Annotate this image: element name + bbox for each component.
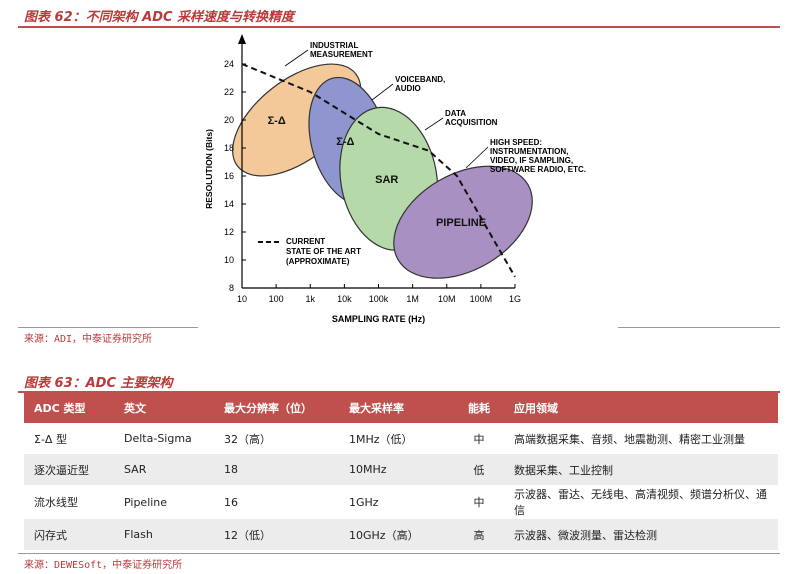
state-of-art-dashed-line xyxy=(241,63,516,278)
x-tick-label: 10 xyxy=(237,294,247,304)
title-rule-63 xyxy=(18,391,780,393)
title-rule-top xyxy=(18,26,780,28)
cell-resolution: 32（高） xyxy=(214,423,339,454)
table-row: 闪存式 Flash 12（低） 10GHz（高） 高 示波器、微波测量、雷达检测 xyxy=(24,519,778,550)
cell-applications: 高端数据采集、音频、地震勘测、精密工业测量 xyxy=(504,423,778,454)
annotation-high-speed: HIGH SPEED: INSTRUMENTATION, VIDEO, IF SAM… xyxy=(490,138,586,174)
cell-power: 高 xyxy=(454,519,504,550)
annotation-voiceband: VOICEBAND, AUDIO xyxy=(395,75,445,93)
cell-sample-rate: 1MHz（低） xyxy=(339,423,454,454)
cell-english: Delta-Sigma xyxy=(114,423,214,454)
source-rule-left xyxy=(18,327,198,328)
label-sigma-delta-industrial: Σ-Δ xyxy=(268,115,286,127)
figure-62-title: 图表 62：不同架构 ADC 采样速度与转换精度 xyxy=(24,10,295,25)
cell-type: 闪存式 xyxy=(24,519,114,550)
source-rule-right xyxy=(618,327,780,328)
header-sample-rate: 最大采样率 xyxy=(339,393,454,423)
architecture-regions xyxy=(232,63,533,279)
cell-type: 逐次逼近型 xyxy=(24,454,114,485)
adc-architecture-table: ADC 类型 英文 最大分辨率（位） 最大采样率 能耗 应用领域 Σ-Δ 型 D… xyxy=(24,393,778,550)
cell-resolution: 18 xyxy=(214,454,339,485)
x-tick-label: 100M xyxy=(470,294,493,304)
figure-63-source: 来源：DEWESoft，中泰证券研究所 xyxy=(24,560,183,571)
figure-62-source: 来源：ADI，中泰证券研究所 xyxy=(24,334,153,345)
cell-english: SAR xyxy=(114,454,214,485)
x-tick-label: 1G xyxy=(509,294,521,304)
header-english: 英文 xyxy=(114,393,214,423)
leader-line xyxy=(284,49,309,67)
leader-line xyxy=(371,83,394,101)
x-tick-label: 100k xyxy=(369,294,389,304)
y-tick-label: 8 xyxy=(229,283,234,293)
header-resolution: 最大分辨率（位） xyxy=(214,393,339,423)
y-tick-label: 14 xyxy=(224,199,234,209)
table-row: Σ-Δ 型 Delta-Sigma 32（高） 1MHz（低） 中 高端数据采集… xyxy=(24,423,778,454)
cell-english: Flash xyxy=(114,519,214,550)
cell-applications: 数据采集、工业控制 xyxy=(504,454,778,485)
y-tick-label: 18 xyxy=(224,143,234,153)
cell-sample-rate: 10MHz xyxy=(339,454,454,485)
y-tick-label: 24 xyxy=(224,59,234,69)
cell-english: Pipeline xyxy=(114,485,214,519)
cell-sample-rate: 10GHz（高） xyxy=(339,519,454,550)
chart-axes: 10 100 1k 10k 100k 1M 10M 100M 1G810121416182022… xyxy=(204,34,521,324)
annotation-data-acquisition: DATA ACQUISITION xyxy=(445,109,498,127)
cell-type: 流水线型 xyxy=(24,485,114,519)
x-tick-label: 10k xyxy=(337,294,352,304)
y-axis-label: RESOLUTION (Bits) xyxy=(204,129,214,209)
figure-63-title: 图表 63：ADC 主要架构 xyxy=(24,376,173,391)
x-tick-label: 1M xyxy=(406,294,419,304)
label-sar: SAR xyxy=(375,174,398,186)
cell-power: 低 xyxy=(454,454,504,485)
cell-resolution: 12（低） xyxy=(214,519,339,550)
table-row: 逐次逼近型 SAR 18 10MHz 低 数据采集、工业控制 xyxy=(24,454,778,485)
cell-power: 中 xyxy=(454,423,504,454)
leader-line xyxy=(465,146,489,169)
legend-label: CURRENT STATE OF THE ART (APPROXIMATE) xyxy=(286,237,361,266)
y-tick-label: 16 xyxy=(224,171,234,181)
state-of-art-line xyxy=(241,63,516,278)
cell-resolution: 16 xyxy=(214,485,339,519)
header-power: 能耗 xyxy=(454,393,504,423)
header-applications: 应用领域 xyxy=(504,393,778,423)
adc-chart: 10 100 1k 10k 100k 1M 10M 100M 1G810121416182022… xyxy=(204,34,586,324)
chart-labels: Σ-Δ Σ-Δ SAR PIPELINE INDUSTRIAL MEASUREMENT VO… xyxy=(258,41,586,266)
x-tick-label: 100 xyxy=(269,294,284,304)
y-tick-label: 12 xyxy=(224,227,234,237)
source-rule-63 xyxy=(18,553,780,554)
cell-power: 中 xyxy=(454,485,504,519)
cell-type: Σ-Δ 型 xyxy=(24,423,114,454)
y-tick-label: 10 xyxy=(224,255,234,265)
table-row: 流水线型 Pipeline 16 1GHz 中 示波器、雷达、无线电、高清视频、… xyxy=(24,485,778,519)
header-type: ADC 类型 xyxy=(24,393,114,423)
x-axis-label: SAMPLING RATE (Hz) xyxy=(332,314,425,324)
annotation-industrial: INDUSTRIAL MEASUREMENT xyxy=(310,41,373,59)
label-pipeline: PIPELINE xyxy=(436,217,486,229)
x-tick-label: 10M xyxy=(438,294,456,304)
region-pipeline xyxy=(393,165,533,279)
cell-sample-rate: 1GHz xyxy=(339,485,454,519)
cell-applications: 示波器、微波测量、雷达检测 xyxy=(504,519,778,550)
leader-line xyxy=(424,117,444,131)
y-tick-label: 20 xyxy=(224,115,234,125)
y-axis-arrow xyxy=(238,34,246,44)
x-tick-label: 1k xyxy=(305,294,315,304)
label-sigma-delta-voiceband: Σ-Δ xyxy=(336,136,354,148)
y-tick-label: 22 xyxy=(224,87,234,97)
cell-applications: 示波器、雷达、无线电、高清视频、频谱分析仪、通信 xyxy=(504,485,778,519)
table-header-row: ADC 类型 英文 最大分辨率（位） 最大采样率 能耗 应用领域 xyxy=(24,393,778,423)
